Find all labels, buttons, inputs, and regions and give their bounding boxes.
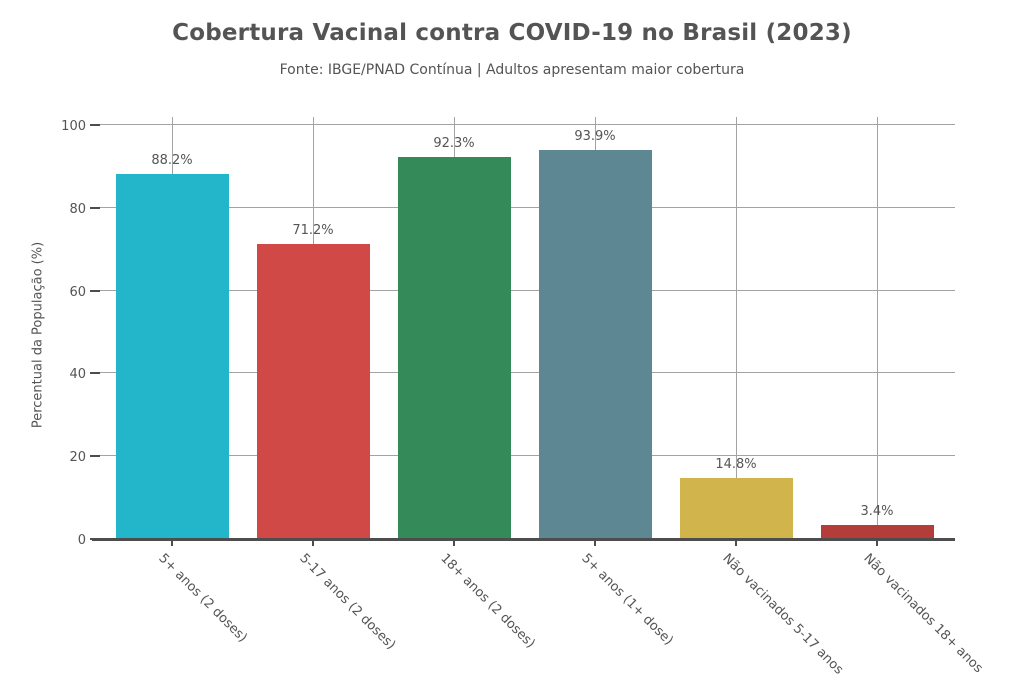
- x-tick-mark: [171, 539, 173, 546]
- chart-subtitle: Fonte: IBGE/PNAD Contínua | Adultos apre…: [279, 62, 745, 78]
- y-gridline: [100, 372, 955, 374]
- bar-value-label: 92.3%: [433, 135, 475, 151]
- bar: [679, 477, 793, 539]
- y-tick-mark: [90, 206, 100, 209]
- x-axis-line: [92, 538, 955, 541]
- x-tick-label: Não vacinados 18+ anos: [860, 551, 986, 677]
- y-tick-label: 100: [61, 119, 86, 134]
- bar: [256, 244, 370, 539]
- bar: [538, 150, 652, 539]
- bar-value-label: 71.2%: [292, 223, 334, 239]
- bar-value-label: 88.2%: [151, 152, 193, 168]
- bar-value-label: 3.4%: [860, 503, 894, 519]
- bar: [115, 173, 229, 539]
- y-tick-label: 40: [69, 367, 86, 383]
- x-tick-mark: [453, 539, 455, 546]
- y-tick-label: 0: [77, 533, 86, 548]
- x-gridline: [877, 117, 878, 539]
- y-tick-label: 80: [69, 201, 86, 217]
- y-gridline: [100, 289, 955, 291]
- y-tick-mark: [90, 455, 100, 458]
- y-gridline: [100, 124, 955, 125]
- x-tick-label: 18+ anos (2 doses): [437, 551, 538, 652]
- y-tick-mark: [90, 289, 100, 292]
- y-tick-label: 60: [69, 284, 86, 300]
- bar: [820, 524, 934, 539]
- x-gridline: [736, 117, 737, 539]
- bar-value-label: 93.9%: [574, 129, 616, 145]
- plot-area: 0 20 40 60 80 100 88.2% 5+ anos (2 doses) 71.2% 5…: [61, 117, 986, 678]
- bar-value-label: 14.8%: [715, 456, 757, 472]
- x-tick-mark: [735, 539, 737, 546]
- y-gridline: [100, 455, 955, 457]
- x-tick-mark: [876, 539, 878, 546]
- x-tick-label: Não vacinados 5-17 anos: [719, 551, 847, 678]
- x-tick-label: 5+ anos (2 doses): [155, 551, 250, 646]
- y-tick-label: 20: [69, 450, 86, 466]
- bar: [397, 156, 511, 539]
- y-gridline: [100, 206, 955, 208]
- x-tick-label: 5-17 anos (2 doses): [296, 551, 399, 653]
- y-tick-mark: [90, 124, 100, 126]
- x-tick-mark: [594, 539, 596, 546]
- chart-title: Cobertura Vacinal contra COVID-19 no Bra…: [172, 20, 852, 46]
- x-tick-label: 5+ anos (1+ dose): [578, 551, 676, 649]
- y-axis-title-text: Percentual da População (%): [30, 241, 46, 429]
- x-tick-mark: [312, 539, 314, 546]
- y-tick-mark: [90, 372, 100, 375]
